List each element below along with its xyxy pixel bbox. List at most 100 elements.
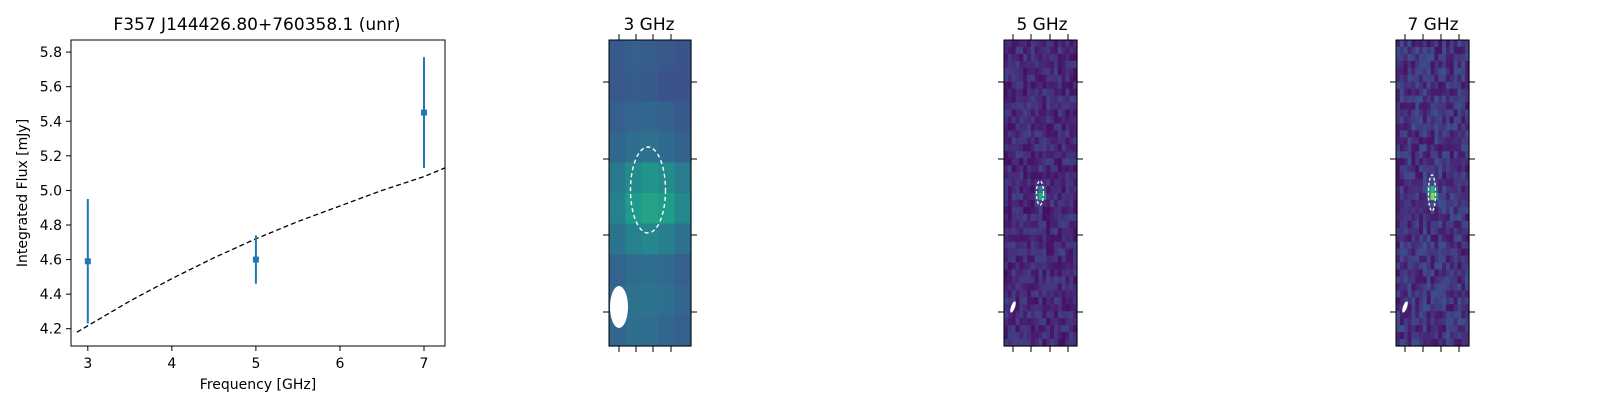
image-pixel xyxy=(1438,332,1443,340)
image-pixel xyxy=(1415,283,1420,291)
image-pixel xyxy=(1415,213,1420,222)
image-pixel xyxy=(1073,60,1078,69)
image-pixel xyxy=(658,131,676,163)
image-pixel xyxy=(1027,318,1032,326)
image-pixel xyxy=(1042,297,1047,305)
image-pixel xyxy=(1030,227,1036,236)
image-pixel xyxy=(1042,130,1047,138)
image-pixel xyxy=(609,223,626,255)
image-pixel xyxy=(1445,213,1451,222)
image-pixel xyxy=(1461,137,1466,145)
image-pixel xyxy=(1422,95,1428,104)
image-pixel xyxy=(1457,179,1462,187)
image-pixel xyxy=(1038,325,1044,333)
image-pixel xyxy=(1053,74,1059,83)
image-pixel xyxy=(1396,116,1401,125)
image-pixel xyxy=(1015,116,1020,125)
image-pixel xyxy=(1419,262,1424,271)
image-pixel xyxy=(1065,255,1070,264)
image-pixel xyxy=(1027,144,1032,152)
image-pixel xyxy=(1034,53,1040,62)
image-pixel xyxy=(1445,165,1451,173)
image-pixel xyxy=(1403,172,1409,180)
image-pixel xyxy=(1053,102,1059,111)
image-pixel xyxy=(1453,332,1459,340)
image-pixel xyxy=(1046,199,1051,208)
image-pixel xyxy=(1057,116,1063,125)
image-pixel xyxy=(1434,46,1439,55)
image-pixel xyxy=(1445,130,1451,138)
image-pixel xyxy=(1053,213,1059,222)
image-pixel xyxy=(1457,276,1462,284)
image-pixel xyxy=(1015,262,1020,271)
image-pixel xyxy=(1061,74,1067,83)
image-pixel xyxy=(1419,297,1424,305)
image-pixel xyxy=(1396,165,1401,173)
image-pixel xyxy=(1011,234,1017,243)
image-pixel xyxy=(1438,255,1443,264)
image-pixel xyxy=(1457,206,1462,215)
image-pixel xyxy=(1419,102,1424,111)
image-pixel xyxy=(1011,290,1017,298)
image-pixel xyxy=(1042,193,1047,201)
image-pixel xyxy=(1461,199,1466,208)
image-pixel xyxy=(1034,234,1040,243)
image-pixel xyxy=(1419,248,1424,257)
image-pixel xyxy=(1434,325,1439,333)
image-pixel xyxy=(1007,339,1013,347)
image-7ghz-frame xyxy=(1395,39,1470,347)
image-pixel xyxy=(1057,318,1063,326)
image-pixel xyxy=(625,162,643,194)
image-pixel xyxy=(1046,318,1051,326)
image-pixel xyxy=(1426,248,1432,257)
image-pixel xyxy=(1453,116,1459,125)
image-pixel xyxy=(1069,290,1074,298)
image-pixel xyxy=(1457,130,1462,138)
image-pixel xyxy=(1434,318,1439,326)
image-pixel xyxy=(1069,297,1074,305)
image-pixel xyxy=(1046,248,1051,257)
image-pixel xyxy=(1034,151,1040,159)
image-3ghz-ticks xyxy=(603,34,697,352)
image-pixel xyxy=(1422,213,1428,222)
image-pixel xyxy=(1023,332,1028,340)
image-pixel xyxy=(1453,186,1459,194)
image-pixel xyxy=(1438,46,1443,55)
image-pixel xyxy=(1457,241,1462,250)
image-pixel xyxy=(1449,248,1455,257)
image-pixel xyxy=(1396,179,1401,187)
image-pixel xyxy=(1057,304,1063,312)
image-pixel xyxy=(1419,165,1424,173)
image-pixel xyxy=(1396,53,1401,62)
image-pixel xyxy=(1046,46,1051,55)
image-pixel xyxy=(1011,193,1017,201)
image-pixel xyxy=(1011,241,1017,250)
image-pixel xyxy=(1015,283,1020,291)
image-pixel xyxy=(1030,255,1036,264)
image-pixel xyxy=(1027,199,1032,208)
image-pixel xyxy=(1034,318,1040,326)
image-pixel xyxy=(1411,186,1416,194)
image-pixel xyxy=(1407,220,1412,229)
image-pixel xyxy=(1019,116,1024,125)
image-pixel xyxy=(1038,102,1044,111)
image-pixel xyxy=(1442,102,1447,111)
image-pixel xyxy=(1407,158,1412,166)
image-pixel xyxy=(1042,199,1047,208)
image-pixel xyxy=(1426,262,1432,271)
image-pixel xyxy=(1015,311,1020,319)
image-pixel xyxy=(1027,46,1032,55)
image-pixel xyxy=(1057,220,1063,229)
beam-ellipse-3ghz xyxy=(610,286,628,328)
image-pixel xyxy=(1053,95,1059,104)
image-pixel xyxy=(1396,339,1401,347)
image-pixel xyxy=(1019,332,1024,340)
image-pixel xyxy=(1453,144,1459,152)
image-pixel xyxy=(1011,116,1017,125)
image-pixel xyxy=(1057,46,1063,55)
image-pixel xyxy=(1415,46,1420,55)
image-pixel xyxy=(1050,165,1055,173)
image-pixel xyxy=(1438,262,1443,271)
image-pixel xyxy=(1069,88,1074,97)
image-pixel xyxy=(1396,81,1401,90)
